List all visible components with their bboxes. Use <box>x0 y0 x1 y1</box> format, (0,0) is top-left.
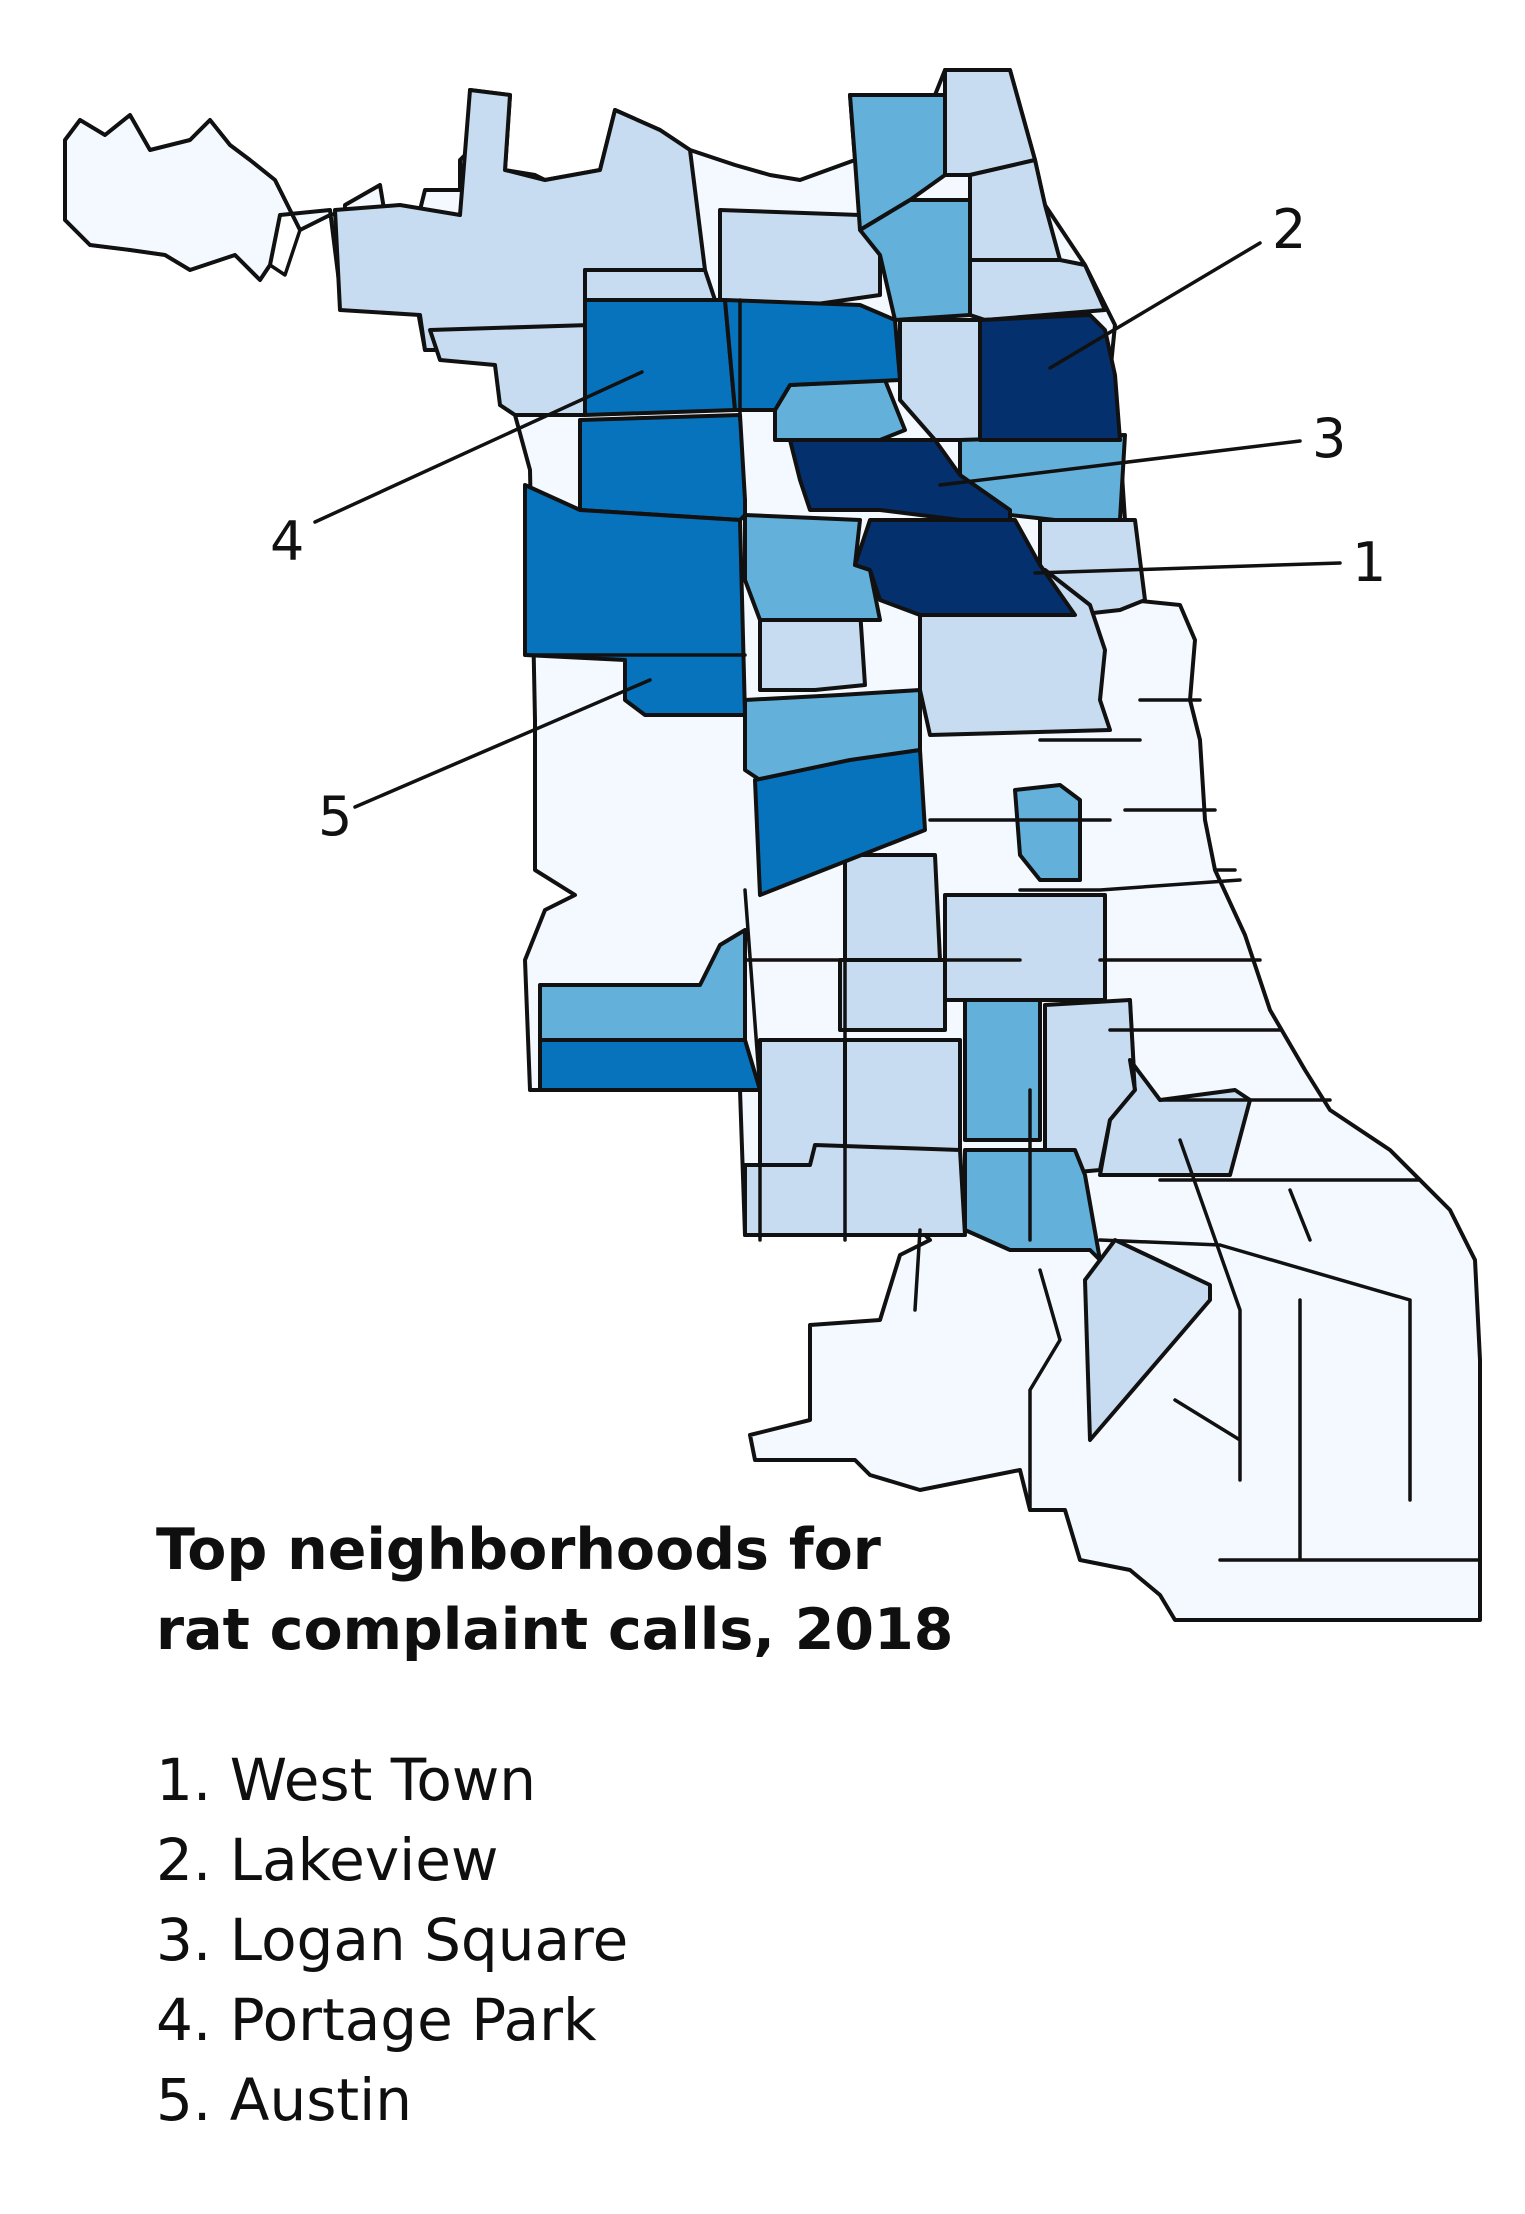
leader-line-2 <box>1048 241 1262 370</box>
region-chicago-lawn <box>963 1148 1102 1262</box>
region-albany-park <box>773 378 907 442</box>
region-uptown <box>968 158 1062 262</box>
region-humboldt-park <box>743 513 882 622</box>
ranking-item-lakeview: 2. Lakeview <box>156 1826 499 1894</box>
region-southwest-4 <box>843 1038 962 1152</box>
region-west-ridge <box>858 198 972 322</box>
region-portage-park <box>583 298 737 417</box>
map-title-line-1: Top neighborhoods for <box>156 1517 881 1583</box>
region-lower-west <box>753 748 927 897</box>
ranking-item-austin: 5. Austin <box>156 2066 413 2134</box>
leader-line-4 <box>313 370 644 524</box>
region-south-shore-west <box>1098 1058 1252 1177</box>
region-southwest-2 <box>838 958 947 1032</box>
callout-5: 5 <box>318 785 352 848</box>
region-clearing <box>538 1038 762 1092</box>
ohare-outline <box>63 113 302 282</box>
region-north-center <box>898 318 982 442</box>
ranking-item-portage-park: 4. Portage Park <box>156 1986 597 2054</box>
leader-line-3 <box>938 439 1302 487</box>
region-north-center-a <box>968 258 1107 322</box>
callout-3: 3 <box>1312 407 1346 470</box>
callout-4: 4 <box>270 510 304 573</box>
ranking-item-west-town: 1. West Town <box>156 1746 537 1814</box>
region-southwest-1 <box>843 853 942 962</box>
region-southwest-5 <box>743 1143 967 1237</box>
region-gage-park <box>963 998 1042 1142</box>
leader-line-5 <box>353 678 652 809</box>
map-title-line-2: rat complaint calls, 2018 <box>156 1597 954 1663</box>
ranking-list: 1. West Town 2. Lakeview 3. Logan Square… <box>156 1740 628 2140</box>
region-dunning <box>578 413 747 522</box>
region-north-3 <box>428 323 592 417</box>
region-lincoln-square <box>718 208 882 307</box>
region-west-town <box>853 518 1077 617</box>
region-edgewater <box>943 68 1037 177</box>
region-far-south-1 <box>1083 1238 1212 1442</box>
ranking-item-logan-square: 3. Logan Square <box>156 1906 629 1974</box>
region-lakeview <box>978 313 1122 442</box>
internal-borders <box>523 298 1482 1562</box>
callout-2: 2 <box>1272 198 1306 261</box>
map-title: Top neighborhoods for rat complaint call… <box>156 1510 1256 1670</box>
callout-1: 1 <box>1352 531 1386 594</box>
leader-line-1 <box>1033 561 1342 575</box>
region-south-central-1 <box>943 893 1107 1002</box>
region-bridgeport <box>1013 783 1082 882</box>
